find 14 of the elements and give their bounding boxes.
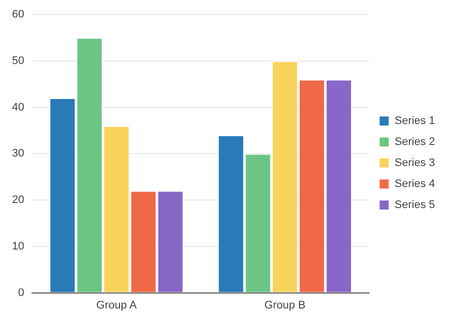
y-tick-label: 50 [12,55,24,67]
legend-label: Series 3 [394,157,436,170]
y-tick-label: 20 [12,194,24,206]
y-tick-label: 40 [12,101,24,114]
y-tick-label: 30 [12,148,24,160]
legend-label: Series 5 [394,199,436,212]
legend-label: Series 2 [394,136,436,148]
x-tick-label: Group A [96,299,138,312]
y-tick-label: 60 [12,8,24,21]
legend-label: Series 4 [394,178,436,190]
y-tick-label: 10 [12,240,24,252]
y-tick-label: 0 [18,286,24,299]
x-tick-label: Group B [264,299,306,312]
legend-label: Series 1 [394,115,436,128]
